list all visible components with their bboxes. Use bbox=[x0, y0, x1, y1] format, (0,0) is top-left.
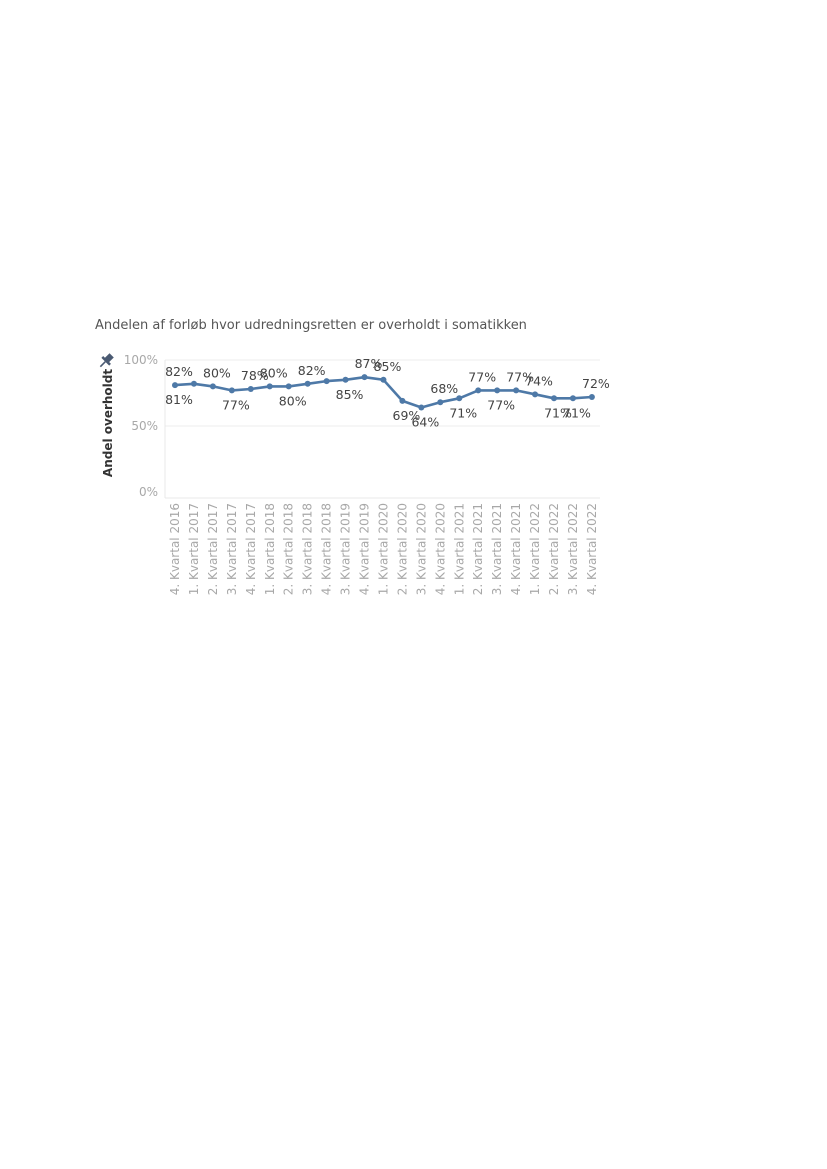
chart-title: Andelen af forløb hvor udredningsretten … bbox=[95, 318, 527, 333]
x-tick-label: 4. Kvartal 2021 bbox=[509, 503, 523, 595]
data-point bbox=[247, 386, 254, 393]
x-tick-label: 3. Kvartal 2022 bbox=[566, 503, 580, 595]
data-label: 78% bbox=[241, 368, 269, 383]
data-point bbox=[228, 387, 235, 394]
x-tick-label: 2. Kvartal 2017 bbox=[206, 503, 220, 595]
x-tick-label: 3. Kvartal 2021 bbox=[490, 503, 504, 595]
data-label: 80% bbox=[260, 365, 288, 380]
x-tick-label: 1. Kvartal 2017 bbox=[187, 503, 201, 595]
data-label: 87% bbox=[355, 356, 383, 371]
x-tick-label: 4. Kvartal 2020 bbox=[433, 503, 447, 595]
y-tick-label: 100% bbox=[124, 353, 158, 367]
x-tick-label: 4. Kvartal 2022 bbox=[585, 503, 599, 595]
y-tick-label: 50% bbox=[131, 419, 158, 433]
x-tick-label: 1. Kvartal 2021 bbox=[452, 503, 466, 595]
data-label: 69% bbox=[393, 408, 421, 423]
data-label: 82% bbox=[298, 363, 326, 378]
data-point bbox=[342, 376, 349, 383]
data-point bbox=[418, 404, 425, 411]
data-label: 80% bbox=[203, 365, 231, 380]
data-point bbox=[399, 397, 406, 404]
y-axis-label: Andel overholdt bbox=[101, 369, 115, 477]
data-point bbox=[532, 391, 539, 398]
data-label: 68% bbox=[430, 381, 458, 396]
data-label: 77% bbox=[222, 397, 250, 412]
data-label: 72% bbox=[582, 376, 610, 391]
data-point bbox=[190, 380, 197, 387]
data-point bbox=[304, 380, 311, 387]
x-tick-label: 1. Kvartal 2020 bbox=[376, 503, 390, 595]
x-tick-label: 3. Kvartal 2017 bbox=[225, 503, 239, 595]
data-label: 64% bbox=[411, 415, 439, 430]
data-point bbox=[285, 383, 292, 390]
x-tick-label: 3. Kvartal 2020 bbox=[414, 503, 428, 595]
x-tick-label: 2. Kvartal 2021 bbox=[471, 503, 485, 595]
data-point bbox=[588, 393, 595, 400]
data-point bbox=[569, 395, 576, 402]
data-point bbox=[361, 374, 368, 381]
data-point bbox=[266, 383, 273, 390]
data-label: 82% bbox=[165, 364, 193, 379]
data-label: 71% bbox=[563, 405, 591, 420]
x-tick-label: 2. Kvartal 2020 bbox=[395, 503, 409, 595]
data-point bbox=[380, 376, 387, 383]
x-tick-label: 3. Kvartal 2019 bbox=[339, 503, 353, 595]
data-point bbox=[437, 399, 444, 406]
data-label: 71% bbox=[449, 405, 477, 420]
x-tick-label: 4. Kvartal 2018 bbox=[320, 503, 334, 595]
y-tick-label: 0% bbox=[139, 485, 158, 499]
data-label: 74% bbox=[525, 373, 553, 388]
x-tick-label: 2. Kvartal 2018 bbox=[282, 503, 296, 595]
data-point bbox=[323, 378, 330, 385]
x-tick-label: 1. Kvartal 2018 bbox=[263, 503, 277, 595]
data-point bbox=[513, 387, 520, 394]
data-point bbox=[456, 395, 463, 402]
data-label: 85% bbox=[374, 359, 402, 374]
data-point bbox=[209, 383, 216, 390]
data-point bbox=[494, 387, 501, 394]
x-tick-label: 1. Kvartal 2022 bbox=[528, 503, 542, 595]
x-tick-label: 4. Kvartal 2016 bbox=[168, 503, 182, 595]
x-tick-label: 4. Kvartal 2019 bbox=[358, 503, 372, 595]
data-point bbox=[475, 387, 482, 394]
data-label: 85% bbox=[336, 387, 364, 402]
data-label: 81% bbox=[165, 392, 193, 407]
data-point bbox=[172, 382, 178, 389]
data-point bbox=[551, 395, 557, 402]
x-tick-label: 4. Kvartal 2017 bbox=[244, 503, 258, 595]
data-label: 77% bbox=[506, 369, 534, 384]
data-label: 77% bbox=[468, 369, 496, 384]
data-label: 80% bbox=[279, 393, 307, 408]
data-label: 71% bbox=[544, 405, 572, 420]
pin-icon[interactable] bbox=[96, 351, 115, 370]
x-tick-label: 2. Kvartal 2022 bbox=[547, 503, 561, 595]
x-tick-label: 3. Kvartal 2018 bbox=[301, 503, 315, 595]
data-label: 77% bbox=[487, 397, 515, 412]
